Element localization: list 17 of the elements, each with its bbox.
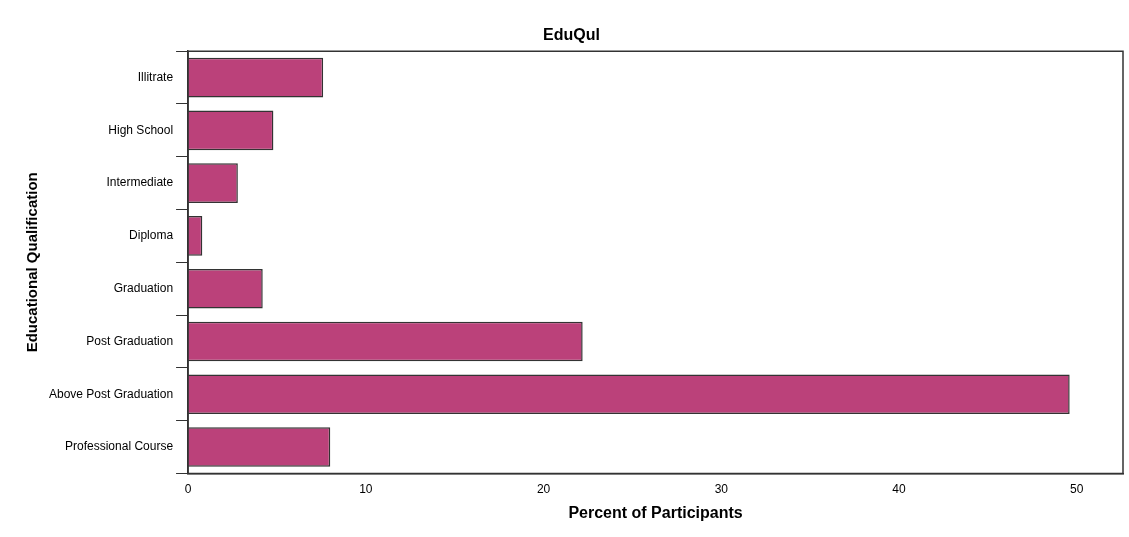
y-tick-label: Intermediate: [106, 175, 174, 190]
y-tick-label: Graduation: [113, 281, 174, 295]
x-tick-label: 50: [1070, 481, 1084, 496]
chart-title: EduQul: [543, 26, 600, 44]
y-axis-title: Educational Qualification: [23, 172, 41, 353]
y-tick-label: High School: [108, 122, 174, 137]
y-tick-label: Illitrate: [137, 69, 174, 84]
x-tick-label: 40: [892, 481, 907, 496]
y-tick-label: Above Post Graduation: [49, 386, 174, 401]
x-tick-label: 10: [359, 481, 373, 496]
y-tick-label: Post Graduation: [86, 333, 174, 348]
x-tick-label: 0: [184, 481, 192, 496]
x-tick-label: 30: [714, 481, 729, 496]
y-tick-label: Diploma: [129, 228, 174, 243]
x-axis-title: Percent of Participants: [568, 503, 743, 521]
y-tick-label: Professional Course: [65, 439, 174, 454]
x-tick-label: 20: [536, 481, 551, 496]
